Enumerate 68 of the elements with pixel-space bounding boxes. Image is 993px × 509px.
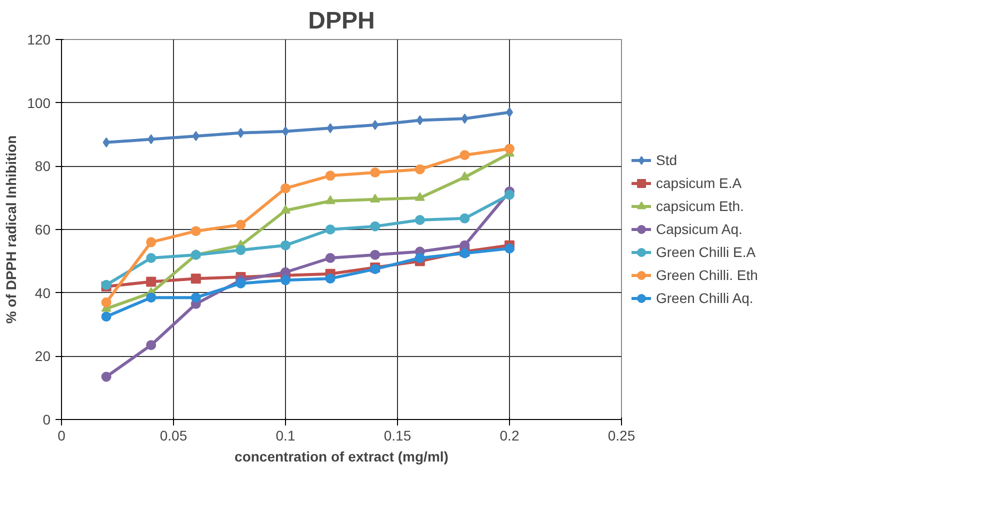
point xyxy=(414,253,425,263)
point xyxy=(460,172,470,180)
point xyxy=(102,137,110,148)
chart-title: DPPH xyxy=(308,8,375,34)
point xyxy=(280,183,290,194)
x-tick-label: 0.15 xyxy=(384,428,412,444)
point xyxy=(190,292,201,303)
point xyxy=(236,278,246,288)
point xyxy=(146,253,156,263)
point xyxy=(237,128,244,138)
x-tick-label: 0.2 xyxy=(500,428,520,444)
point xyxy=(146,237,156,248)
point xyxy=(190,274,201,284)
point xyxy=(504,144,514,154)
y-tick-label: 20 xyxy=(34,348,51,364)
point xyxy=(414,215,425,225)
point xyxy=(325,170,336,181)
point xyxy=(326,123,334,134)
legend-label: Green Chilli Aq. xyxy=(656,290,754,306)
legend-label: capsicum Eth. xyxy=(656,198,745,214)
x-axis-title: concentration of extract (mg/ml) xyxy=(234,448,448,464)
x-tick-label: 0.25 xyxy=(608,428,636,444)
point xyxy=(280,240,290,250)
point xyxy=(372,120,379,130)
point xyxy=(236,220,246,230)
legend-label: Green Chilli. Eth xyxy=(656,267,759,283)
y-tick-label: 60 xyxy=(34,222,51,238)
point xyxy=(236,245,246,256)
point xyxy=(148,134,155,144)
x-tick-label: 0.05 xyxy=(160,428,188,444)
point xyxy=(325,253,336,263)
y-tick-label: 0 xyxy=(42,412,51,428)
point xyxy=(370,250,380,260)
point xyxy=(192,131,200,142)
point xyxy=(461,114,468,124)
point xyxy=(146,340,156,350)
point xyxy=(416,115,424,126)
point xyxy=(101,297,112,308)
point xyxy=(460,150,470,160)
point xyxy=(146,292,156,303)
point xyxy=(325,195,336,204)
point xyxy=(504,190,514,200)
point xyxy=(414,192,425,201)
x-tick-label: 0.1 xyxy=(276,428,296,444)
point xyxy=(190,226,201,236)
point xyxy=(370,168,380,178)
legend-label: Std xyxy=(656,152,678,168)
legend-label: Capsicum Aq. xyxy=(656,221,744,237)
point xyxy=(280,275,290,286)
y-tick-label: 80 xyxy=(34,158,51,174)
y-axis-title: % of DPPH radical Inhibition xyxy=(3,135,20,324)
y-tick-label: 120 xyxy=(27,32,51,48)
legend-label: capsicum E.A xyxy=(656,175,743,191)
point xyxy=(414,164,425,174)
point xyxy=(504,244,514,254)
point xyxy=(280,204,290,214)
legend-label: Green Chilli E.A xyxy=(656,244,757,260)
point xyxy=(101,312,112,322)
point xyxy=(370,221,380,232)
point xyxy=(460,213,470,224)
point xyxy=(101,372,112,382)
y-tick-label: 100 xyxy=(27,94,51,111)
x-tick-label: 0 xyxy=(58,428,66,444)
point xyxy=(146,276,156,287)
point xyxy=(325,224,336,234)
y-tick-label: 40 xyxy=(34,284,51,301)
point xyxy=(325,274,336,284)
point xyxy=(370,194,380,203)
